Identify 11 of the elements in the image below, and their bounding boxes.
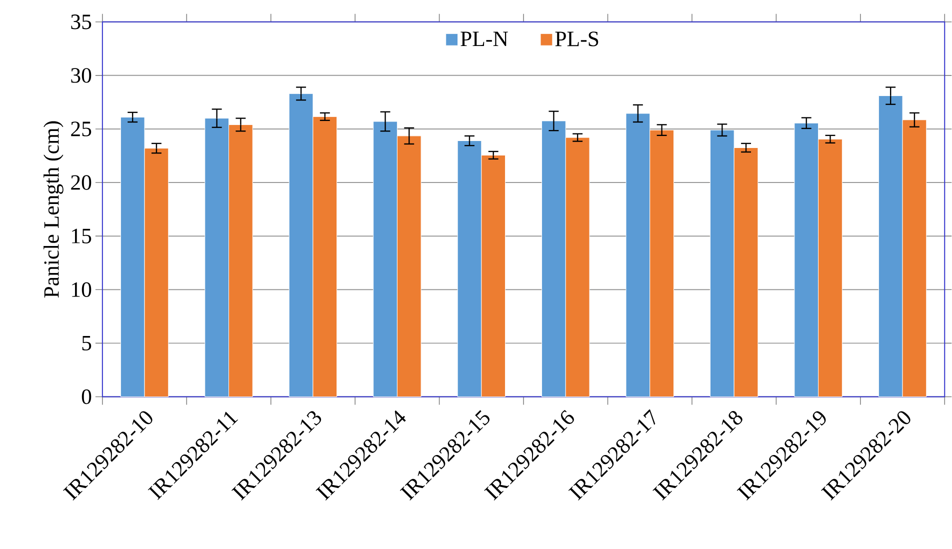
y-tick-label: 20 bbox=[71, 175, 92, 190]
y-axis-title: Panicle Length (cm) bbox=[44, 121, 64, 298]
y-tick-label: 15 bbox=[72, 228, 92, 244]
legend-label: PL-N bbox=[460, 32, 508, 46]
y-tick-label: 5 bbox=[82, 336, 92, 350]
legend-label: PL-S bbox=[555, 32, 598, 46]
y-tick-label: 35 bbox=[71, 14, 92, 30]
y-tick-label: 10 bbox=[72, 282, 92, 298]
y-tick-label: 25 bbox=[71, 122, 92, 136]
y-tick-label: 0 bbox=[82, 389, 92, 404]
y-tick-label: 30 bbox=[71, 68, 92, 83]
